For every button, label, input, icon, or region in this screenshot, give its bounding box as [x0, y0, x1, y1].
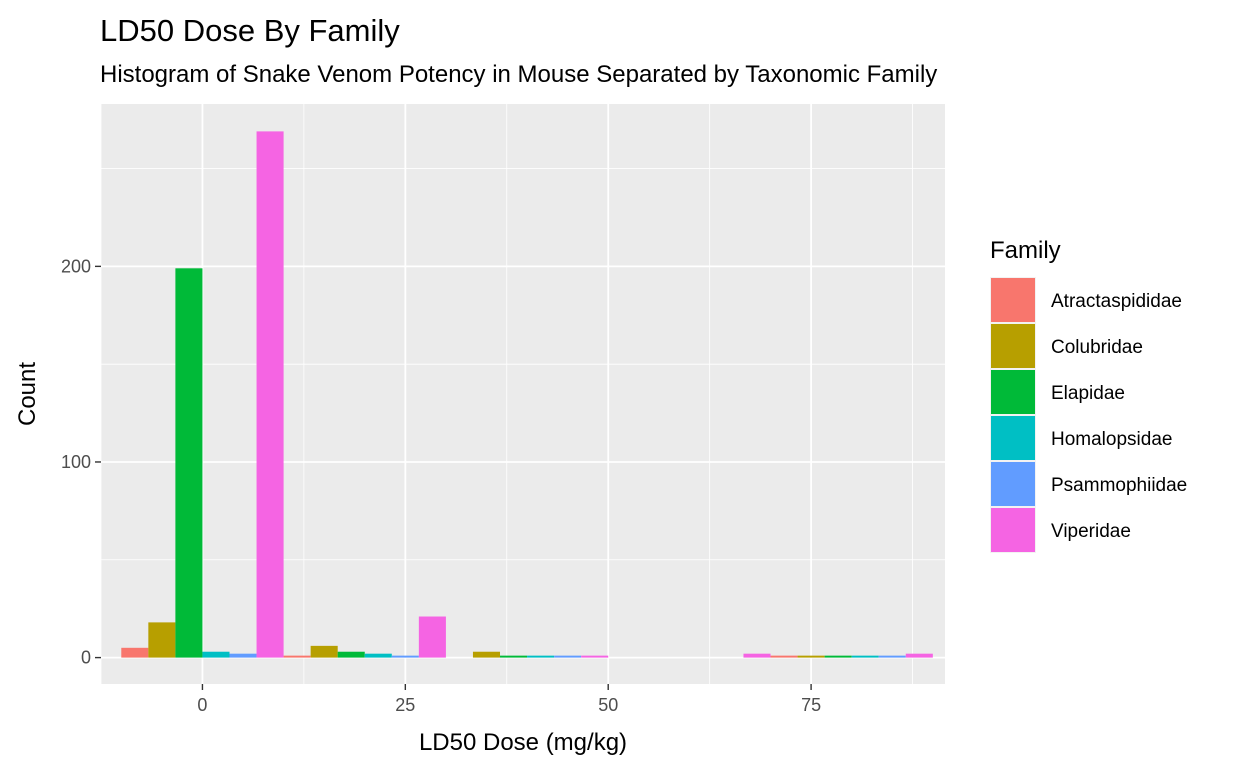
bar-elapidae-bin-4: [824, 655, 852, 658]
legend-swatch-viperidae: [991, 508, 1035, 552]
bar-psammophiidae-bin-4: [878, 655, 906, 658]
legend-title: Family: [990, 237, 1061, 264]
legend-items: Atractaspididae Colubridae Elapidae Homalop…: [990, 277, 1187, 553]
legend-swatch-homalopsidae: [991, 416, 1035, 460]
bar-viperidae-bin-3: [743, 653, 771, 658]
bar-colubridae-bin-2: [472, 651, 501, 658]
bar-colubridae-bin-0: [148, 622, 176, 658]
x-tick-label: 75: [801, 695, 821, 715]
legend-swatch-colubridae: [991, 324, 1035, 368]
bar-homalopsidae-bin-4: [851, 655, 879, 658]
bar-elapidae-bin-0: [175, 268, 203, 658]
minor-gridlines: [100, 104, 945, 684]
bar-atractaspididae-bin-0: [121, 647, 149, 658]
bar-elapidae-bin-1: [337, 651, 365, 658]
bar-psammophiidae-bin-2: [554, 655, 582, 658]
x-tick-label: 50: [598, 695, 618, 715]
chart-subtitle: Histogram of Snake Venom Potency in Mous…: [100, 61, 937, 88]
bar-viperidae-bin-1: [418, 616, 446, 658]
bar-viperidae-bin-4: [905, 653, 933, 658]
bar-homalopsidae-bin-1: [364, 653, 392, 658]
bar-psammophiidae-bin-1: [391, 655, 419, 658]
bar-psammophiidae-bin-0: [229, 653, 257, 658]
legend-label-elapidae: Elapidae: [1051, 383, 1125, 404]
plot-panel: [101, 104, 945, 684]
bar-colubridae-bin-1: [310, 645, 338, 658]
y-tick-label: 200: [61, 256, 91, 276]
x-axis-title: LD50 Dose (mg/kg): [419, 729, 627, 756]
legend-label-homalopsidae: Homalopsidae: [1051, 429, 1172, 450]
bar-colubridae-bin-4: [797, 655, 825, 658]
bar-atractaspididae-bin-4: [770, 655, 798, 658]
bar-elapidae-bin-2: [500, 655, 528, 658]
y-tick-label: 100: [61, 452, 91, 472]
legend-label-viperidae: Viperidae: [1051, 521, 1131, 542]
bar-viperidae-bin-2: [581, 655, 609, 658]
x-tick-label: 25: [395, 695, 415, 715]
y-tick-label: 0: [81, 648, 91, 668]
x-tick-label: 0: [197, 695, 207, 715]
legend-swatch-psammophiidae: [991, 462, 1035, 506]
chart-title: LD50 Dose By Family: [100, 13, 400, 48]
bars: [121, 131, 933, 658]
bar-homalopsidae-bin-0: [202, 651, 230, 658]
legend-label-psammophiidae: Psammophiidae: [1051, 475, 1187, 496]
legend: Family Atractaspididae Colubridae Elapidae…: [990, 237, 1187, 553]
y-axis-title: Count: [14, 362, 41, 426]
bar-atractaspididae-bin-1: [283, 655, 311, 658]
legend-swatch-atractaspididae: [991, 278, 1035, 322]
y-axis: 0 100 200: [61, 256, 101, 668]
legend-swatch-elapidae: [991, 370, 1035, 414]
bar-viperidae-bin-0: [256, 131, 284, 658]
legend-label-atractaspididae: Atractaspididae: [1051, 291, 1182, 312]
legend-label-colubridae: Colubridae: [1051, 337, 1143, 358]
bar-homalopsidae-bin-2: [527, 655, 555, 658]
x-axis: 0 25 50 75: [197, 684, 821, 715]
